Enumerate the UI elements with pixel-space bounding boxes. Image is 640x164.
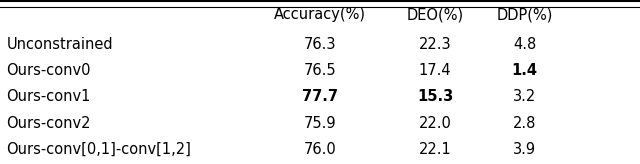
- Text: 75.9: 75.9: [304, 115, 336, 131]
- Text: 1.4: 1.4: [512, 63, 538, 78]
- Text: 77.7: 77.7: [302, 89, 338, 104]
- Text: Ours-conv0: Ours-conv0: [6, 63, 91, 78]
- Text: DDP(%): DDP(%): [497, 7, 553, 22]
- Text: 17.4: 17.4: [419, 63, 451, 78]
- Text: Ours-conv[0,1]-conv[1,2]: Ours-conv[0,1]-conv[1,2]: [6, 142, 191, 157]
- Text: 15.3: 15.3: [417, 89, 453, 104]
- Text: Unconstrained: Unconstrained: [6, 37, 113, 52]
- Text: Ours-conv1: Ours-conv1: [6, 89, 91, 104]
- Text: 22.3: 22.3: [419, 37, 451, 52]
- Text: 3.9: 3.9: [513, 142, 536, 157]
- Text: 76.0: 76.0: [303, 142, 337, 157]
- Text: 22.0: 22.0: [419, 115, 452, 131]
- Text: Ours-conv2: Ours-conv2: [6, 115, 91, 131]
- Text: Accuracy(%): Accuracy(%): [274, 7, 366, 22]
- Text: 3.2: 3.2: [513, 89, 536, 104]
- Text: 76.5: 76.5: [304, 63, 336, 78]
- Text: 22.1: 22.1: [419, 142, 452, 157]
- Text: 2.8: 2.8: [513, 115, 536, 131]
- Text: DEO(%): DEO(%): [406, 7, 464, 22]
- Text: 76.3: 76.3: [304, 37, 336, 52]
- Text: 4.8: 4.8: [513, 37, 536, 52]
